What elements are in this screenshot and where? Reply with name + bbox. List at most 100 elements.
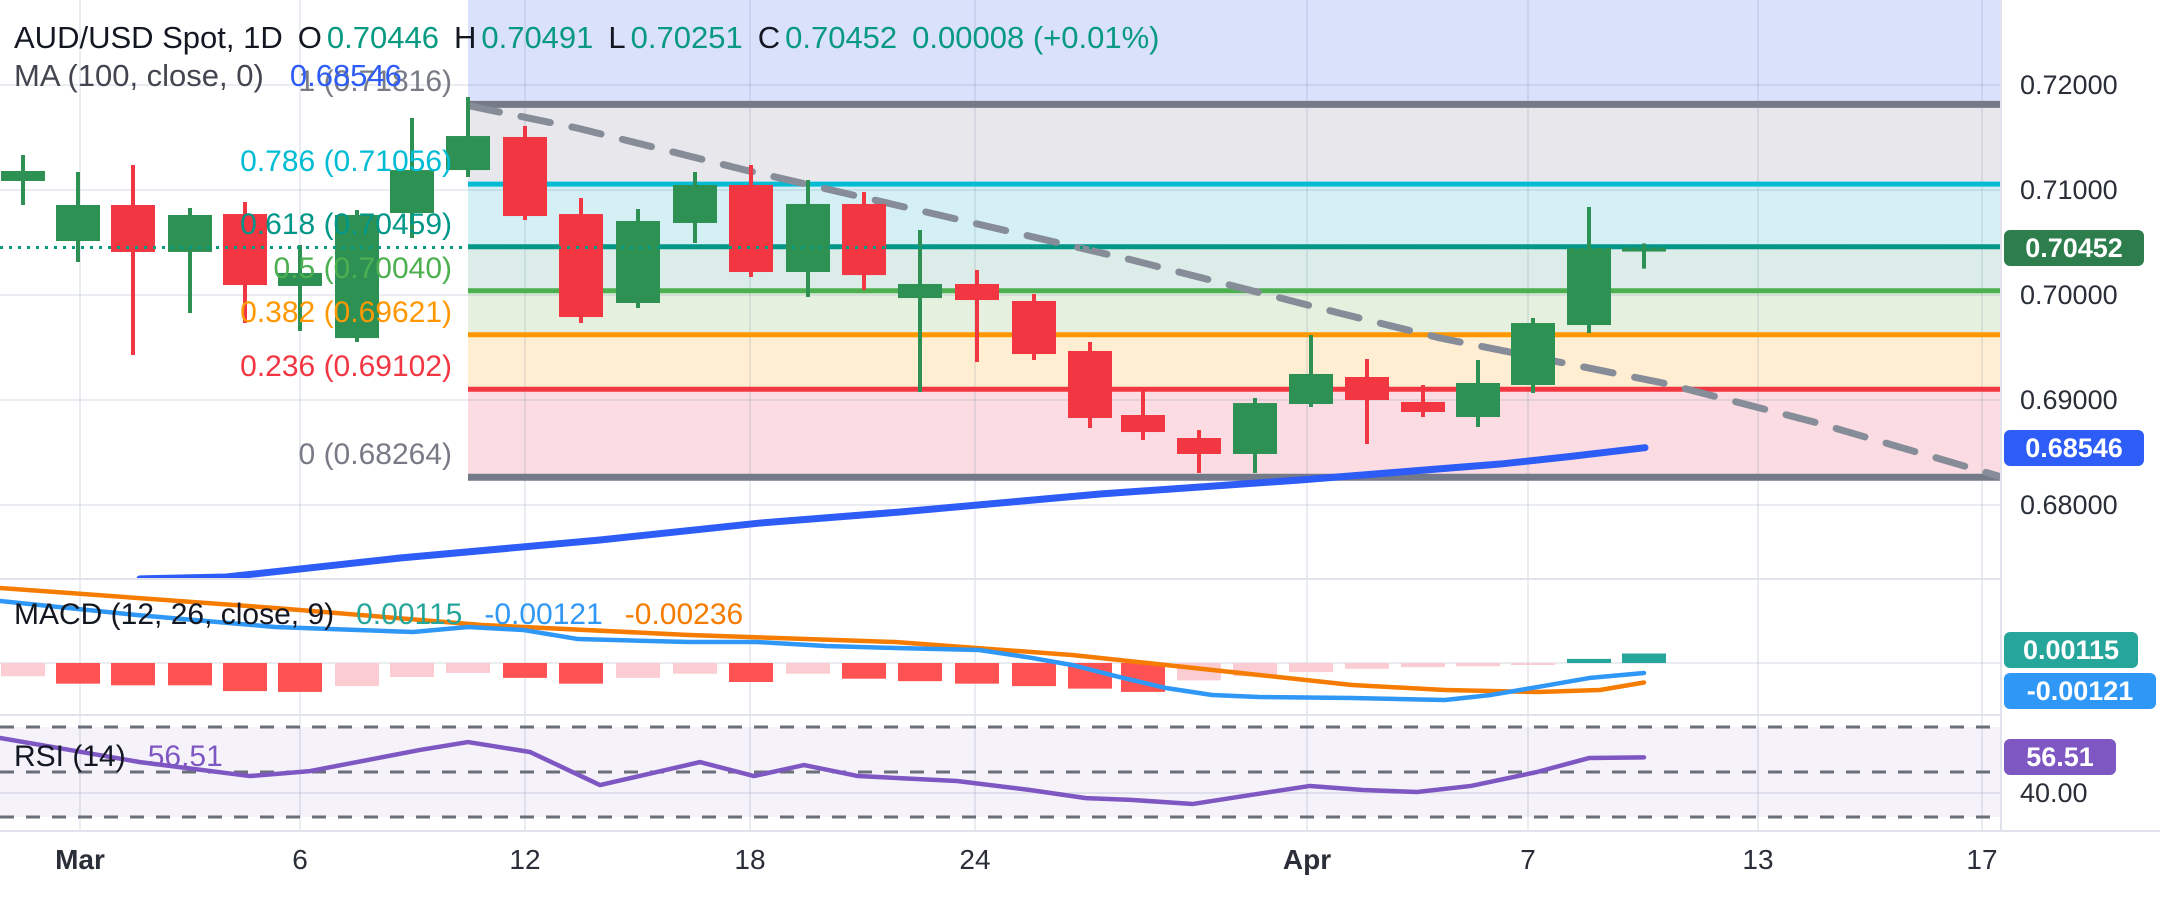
macd-hist-bar [559,663,603,684]
ma-price-badge: 0.68546 [2004,430,2144,466]
high-label: H [453,20,477,55]
macd-hist-bar [1511,663,1555,665]
candle-body [1345,377,1389,400]
candle-16 [842,191,886,290]
open-value: 0.70446 [326,20,439,55]
candle-body [503,136,547,217]
ma-indicator-header: MA (100, close, 0) 0.68546 [14,58,402,94]
macd-hist-bar [1289,663,1333,673]
candle-25 [1345,359,1389,444]
rsi-pane-header: RSI (14) 56.51 [14,740,223,774]
fib-zone-1 [468,104,2000,185]
change-value: 0.00008 (+0.01%) [912,20,1160,55]
candle-body [1289,373,1333,404]
time-axis-label-12: 12 [509,844,541,875]
candle-24 [1289,335,1333,408]
candle-12 [616,209,660,309]
macd-hist-bar [111,663,155,686]
candle-body [335,214,379,339]
close-label: C [757,20,781,55]
candle-29 [1567,207,1611,334]
candle-15 [786,180,830,297]
candle-13 [673,172,717,244]
candle-body [1233,403,1277,454]
macd-hist-bar [729,663,773,682]
candle-body [168,214,212,252]
macd-hist-bar [786,663,830,674]
trendline-drawing [466,102,2000,481]
low-label: L [608,20,626,55]
candle-3 [111,165,155,355]
candle-26 [1401,384,1445,418]
candle-18 [955,270,999,362]
time-axis-label-13: 13 [1742,844,1774,875]
candle-17 [898,230,942,393]
macd-hist-bar [1622,653,1666,663]
macd-hist-badge: 0.00115 [2004,632,2138,668]
candle-21 [1121,388,1165,441]
candle-body [1177,438,1221,454]
candle-body [729,184,773,273]
candle-body [673,184,717,223]
ma-indicator-value: 0.68546 [289,58,402,93]
macd-hist-bar [223,663,267,692]
candle-23 [1233,398,1277,473]
candle-body [1401,401,1445,412]
candle-body [616,220,660,303]
macd-hist-bar [1456,663,1500,667]
macd-hist-bar [335,663,379,687]
macd-hist-bar [278,663,322,692]
price-axis[interactable]: 0.72000 0.71000 0.70000 0.69000 0.68000 0.704… [2000,0,2160,830]
rsi-title[interactable]: RSI (14) [14,740,126,773]
candle-body [1012,300,1056,355]
candle-body [786,203,830,273]
rsi-value: 56.51 [147,740,223,773]
candle-body [1,170,45,181]
candle-body [1456,382,1500,418]
time-axis-label-17: 17 [1966,844,1998,875]
time-axis[interactable]: Mar 6 12 18 24 Apr 7 13 17 [0,830,2160,901]
macd-title[interactable]: MACD (12, 26, close, 9) [14,598,335,631]
macd-hist-bar [1012,663,1056,687]
candle-30 [1622,243,1666,269]
time-axis-label-7: 7 [1520,844,1536,875]
price-axis-label: 0.72000 [2020,70,2118,100]
price-axis-label: 0.70000 [2020,280,2118,310]
candle-20 [1068,342,1112,429]
macd-hist-bar [503,663,547,678]
ma100-line [136,444,1649,579]
close-value: 0.70452 [785,20,898,55]
rsi-line [0,735,1647,807]
macd-hist-bar [390,663,434,678]
candle-body [1511,323,1555,385]
candle-body [842,203,886,276]
time-axis-label-6: 6 [292,844,308,875]
candle-body [56,205,100,242]
price-axis-label: 0.68000 [2020,490,2118,520]
candle-body [111,205,155,252]
candle-22 [1177,430,1221,473]
price-axis-label: 0.71000 [2020,175,2118,205]
candle-1 [1,155,45,206]
macd-line-badge: -0.00121 [2004,673,2156,709]
macd-hist-bar [616,663,660,678]
candle-body [1567,247,1611,326]
macd-pane-header: MACD (12, 26, close, 9) 0.00115 -0.00121… [14,598,743,632]
candle-5 [223,201,267,324]
macd-hist-bar [1401,663,1445,668]
macd-hist-bar [1,663,45,677]
macd-hist-bar [1567,658,1611,663]
candle-11 [559,197,603,324]
macd-pane [0,585,1666,703]
ma-indicator-title[interactable]: MA (100, close, 0) [14,58,264,93]
candle-8 [390,117,434,238]
candle-body [223,214,267,286]
candle-28 [1511,317,1555,393]
macd-line-value: -0.00121 [484,598,603,631]
candle-body [1121,415,1165,433]
time-axis-label-24: 24 [959,844,991,875]
candle-body [559,214,603,318]
symbol-title[interactable]: AUD/USD Spot, 1D [14,20,283,55]
